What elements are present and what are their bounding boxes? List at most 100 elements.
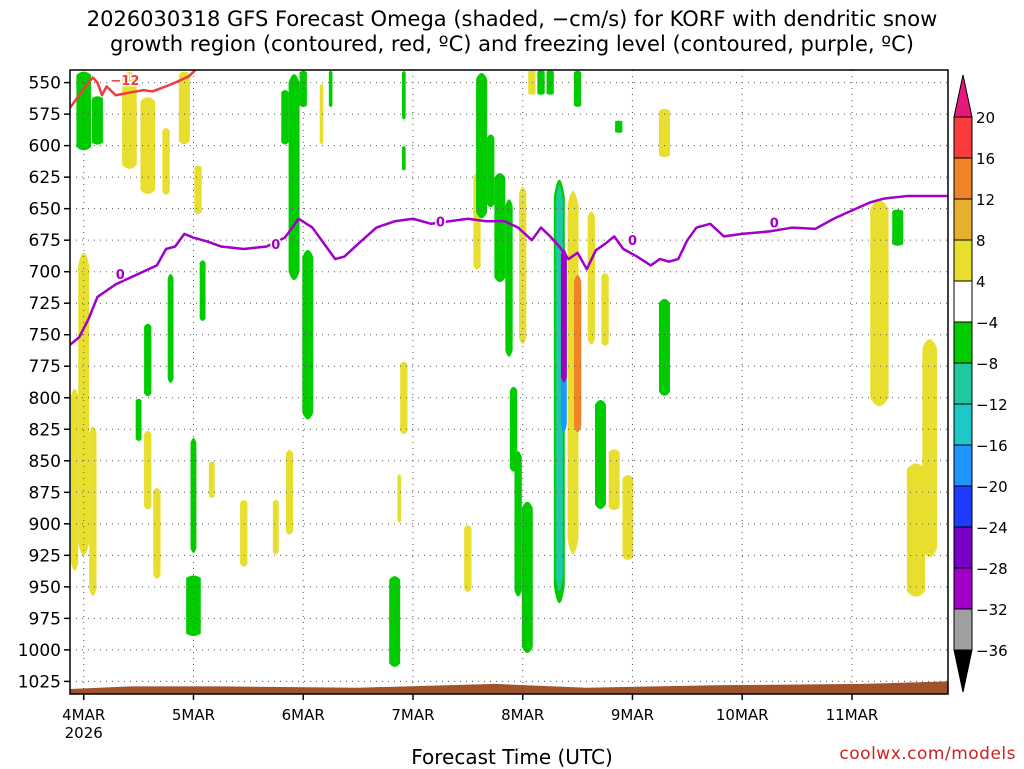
omega-region <box>401 146 406 171</box>
y-tick-label: 975 <box>29 609 61 629</box>
omega-region <box>78 252 90 556</box>
omega-region <box>70 388 79 571</box>
colorbar-top-arrow <box>953 74 973 118</box>
omega-region <box>122 72 137 169</box>
y-tick-label: 800 <box>29 389 61 409</box>
y-tick-label: 850 <box>29 452 61 472</box>
colorbar-label: −8 <box>976 355 998 373</box>
omega-region <box>167 273 174 383</box>
omega-region <box>400 361 408 435</box>
x-tick-label: 11MAR <box>826 706 879 724</box>
omega-region <box>573 70 582 108</box>
x-tick-label: 6MAR <box>282 706 325 724</box>
colorbar-label: −20 <box>976 478 1008 496</box>
y-tick-label: 875 <box>29 483 61 503</box>
omega-region <box>528 70 536 95</box>
omega-region <box>587 211 595 345</box>
omega-region <box>560 249 567 383</box>
y-tick-label: 600 <box>29 137 61 157</box>
colorbar-bottom-arrow <box>953 649 973 693</box>
grid-lines <box>70 70 948 694</box>
x-axis-label: Forecast Time (UTC) <box>411 745 613 769</box>
omega-region <box>892 209 904 246</box>
omega-region <box>615 120 623 133</box>
colorbar-label: −12 <box>976 396 1008 414</box>
omega-region <box>658 108 670 158</box>
omega-region <box>288 74 300 281</box>
omega-region <box>519 186 527 345</box>
omega-region <box>153 487 161 579</box>
omega-region <box>573 274 582 433</box>
colorbar-cell <box>953 116 973 159</box>
omega-region <box>178 71 190 145</box>
omega-region <box>389 576 401 667</box>
y-tick-label: 675 <box>29 231 61 251</box>
y-tick-label: 625 <box>29 168 61 188</box>
colorbar-label: −4 <box>976 314 998 332</box>
omega-shaded-regions <box>70 70 938 667</box>
colorbar-cell <box>953 198 973 241</box>
colorbar-label: −24 <box>976 519 1008 537</box>
colorbar-label: −32 <box>976 601 1008 619</box>
omega-region <box>140 97 156 195</box>
omega-region <box>194 165 202 214</box>
contour-label: −12 <box>110 74 139 89</box>
omega-region <box>601 273 609 346</box>
omega-region <box>622 475 634 560</box>
contour-label: 0 <box>628 234 637 249</box>
y-tick-label: 900 <box>29 515 61 535</box>
contour-label: 0 <box>116 268 125 283</box>
omega-region <box>494 173 506 283</box>
omega-region <box>476 73 488 219</box>
contour-label: 0 <box>271 238 280 253</box>
omega-region <box>401 71 406 120</box>
omega-region <box>906 463 926 597</box>
colorbar-cell <box>953 321 973 364</box>
chart-title-line-2: growth region (contoured, red, ºC) and f… <box>110 32 914 56</box>
omega-region <box>505 199 513 357</box>
omega-region <box>608 449 620 510</box>
x-year-label: 2026 <box>65 724 103 742</box>
y-tick-label: 950 <box>29 578 61 598</box>
colorbar-label: 20 <box>976 109 995 127</box>
omega-region <box>208 461 215 498</box>
x-tick-label: 5MAR <box>172 706 215 724</box>
y-tick-label: 1025 <box>18 672 61 692</box>
omega-region <box>240 499 248 567</box>
x-tick-label: 4MAR <box>62 706 105 724</box>
dgz-contour <box>751 45 810 68</box>
colorbar-cell <box>953 403 973 446</box>
credit-link[interactable]: coolwx.com/models <box>839 744 1016 764</box>
x-tick-label: 10MAR <box>716 706 769 724</box>
colorbar-label: 4 <box>976 273 986 291</box>
omega-region <box>272 499 279 555</box>
omega-region <box>162 128 170 195</box>
axes: 550 575 600 625 650 675 700 725 750 775 800 825 850 8… <box>18 69 949 742</box>
colorbar-cell <box>953 444 973 487</box>
y-tick-label: 775 <box>29 357 61 377</box>
freezing-level-contour <box>70 194 948 346</box>
ground-layer <box>70 681 948 694</box>
colorbar-label: 16 <box>976 150 995 168</box>
omega-region <box>281 90 289 145</box>
omega-region <box>922 339 938 558</box>
omega-region <box>537 70 545 95</box>
omega-region <box>521 501 533 654</box>
omega-region <box>190 437 197 553</box>
omega-region <box>135 398 142 441</box>
y-tick-label: 1000 <box>18 641 61 661</box>
x-tick-label: 9MAR <box>611 706 654 724</box>
dgz-contour <box>70 70 198 109</box>
colorbar-cell <box>953 157 973 200</box>
y-tick-label: 750 <box>29 326 61 346</box>
y-tick-label: 925 <box>29 546 61 566</box>
omega-region <box>509 386 518 472</box>
colorbar-cell <box>953 567 973 610</box>
omega-region <box>870 200 889 407</box>
colorbar-label: 8 <box>976 232 986 250</box>
colorbar-cell <box>953 280 973 323</box>
colorbar-label: −16 <box>976 437 1008 455</box>
omega-region <box>319 83 324 145</box>
y-tick-label: 550 <box>29 74 61 94</box>
colorbar-cell <box>953 608 973 651</box>
